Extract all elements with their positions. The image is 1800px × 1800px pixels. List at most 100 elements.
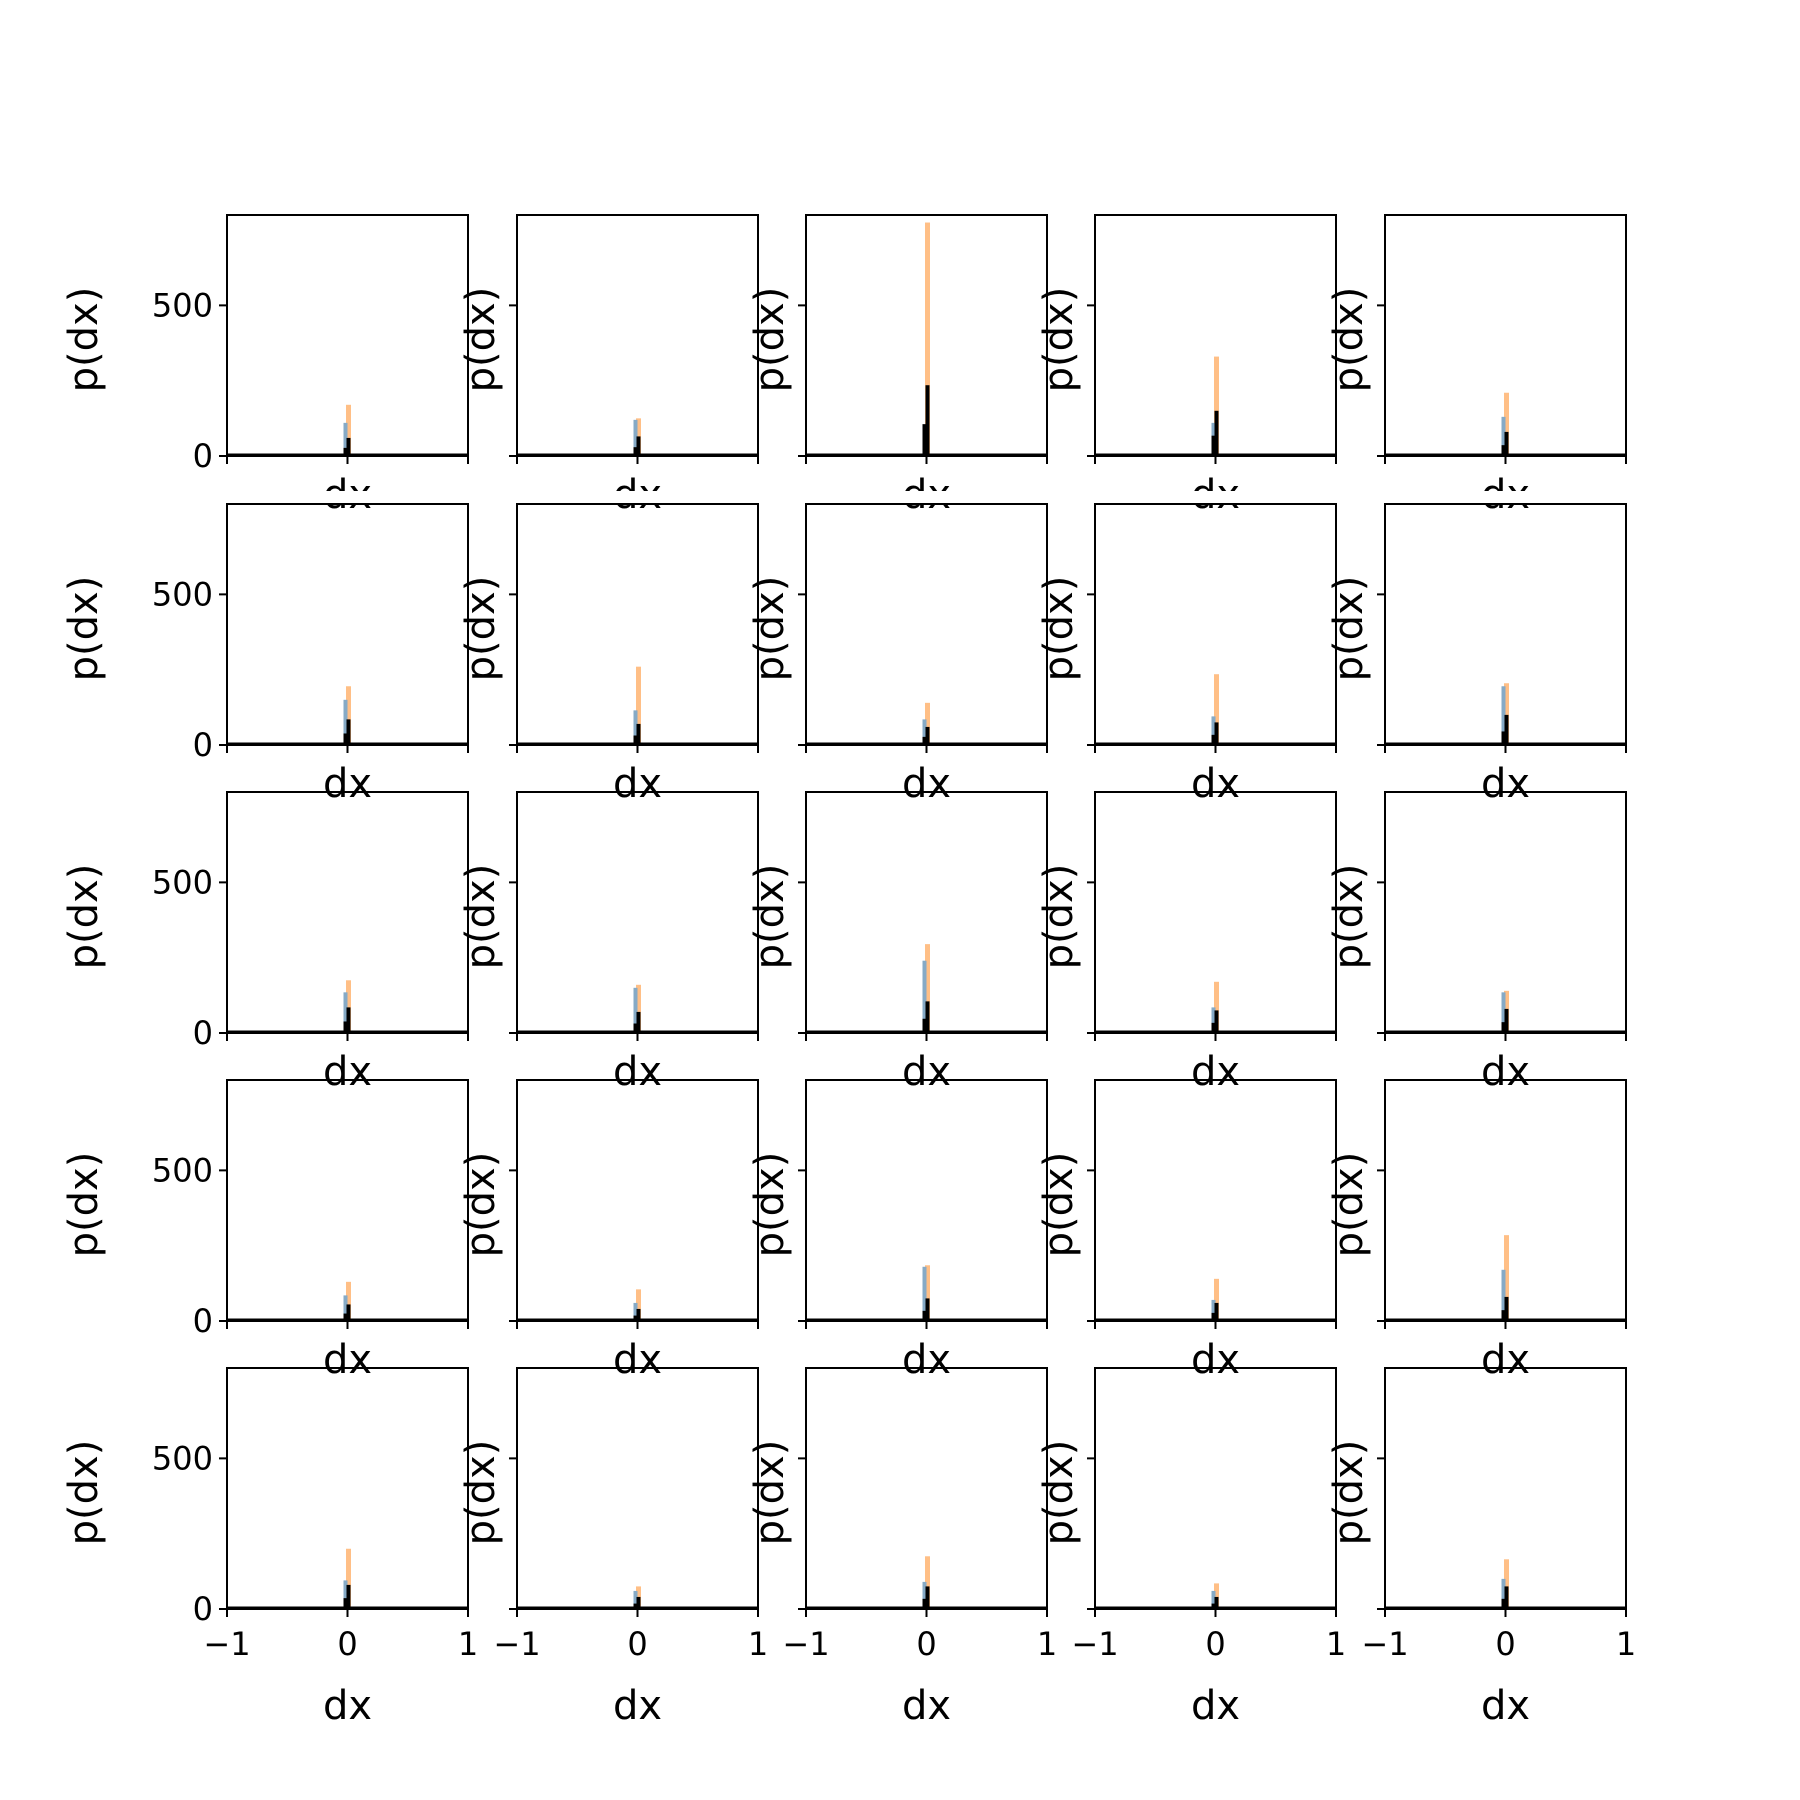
y-axis-label: p(dx) (1326, 1440, 1372, 1546)
axes-frame (516, 1079, 759, 1322)
bar-black (346, 437, 351, 456)
bar-black-small (343, 1021, 347, 1033)
y-axis-label: p(dx) (747, 1152, 793, 1258)
bar-black-small (922, 1598, 926, 1609)
y-axis-label: p(dx) (1036, 576, 1082, 682)
bar-black (636, 1596, 641, 1609)
bar-orange (346, 686, 351, 745)
bar-black-small (633, 1603, 637, 1609)
subplot-r4-c1: −1 0 1 dx p(dx) (458, 1367, 768, 1729)
bar-black-small (343, 1598, 347, 1609)
y-axis-label: p(dx) (747, 287, 793, 393)
bar-orange (1214, 356, 1219, 456)
subplot-r1-c3: dx p(dx) (1036, 503, 1337, 807)
bar-orange (1504, 392, 1509, 456)
bar-black (1504, 1586, 1509, 1609)
bar-black (925, 726, 930, 745)
subplot-r1-c1: dx p(dx) (458, 503, 759, 807)
bar-black-small (343, 447, 347, 456)
x-axis-label: dx (613, 1049, 662, 1095)
bar-black-small (633, 1023, 637, 1033)
subplot-r1-c0: 0 500 dx p(dx) (61, 503, 469, 807)
bar-blue (1501, 992, 1506, 1033)
subplot-r2-c4: dx p(dx) (1326, 791, 1627, 1095)
bar-black (1214, 410, 1219, 456)
bar-blue (343, 1295, 348, 1321)
axes-frame (516, 1367, 759, 1610)
subplot-r3-c3: dx p(dx) (1036, 1079, 1337, 1383)
x-axis-label: dx (902, 1337, 951, 1383)
y-axis-label: p(dx) (1036, 287, 1082, 393)
y-tick-label: 0 (193, 1014, 213, 1052)
bar-black-small (922, 736, 926, 745)
subplot-r2-c2: dx p(dx) (747, 791, 1048, 1095)
bar-black (346, 719, 351, 745)
axes-frame (1094, 1367, 1337, 1610)
bar-orange (1504, 683, 1509, 745)
bar-orange (1214, 1278, 1219, 1321)
bar-orange (925, 944, 930, 1033)
bar-black (636, 436, 641, 456)
bar-blue (343, 699, 348, 745)
subplot-r2-c1: dx p(dx) (458, 791, 759, 1095)
x-axis-label: dx (323, 761, 372, 807)
x-tick-label: −1 (782, 1625, 829, 1663)
y-axis-label: p(dx) (458, 287, 504, 393)
bar-black-small (633, 1315, 637, 1321)
x-axis-label: dx (613, 1337, 662, 1383)
bar-orange (636, 984, 641, 1033)
x-tick-label: 0 (916, 1625, 936, 1663)
bar-blue (1211, 1299, 1216, 1321)
subplot-r0-c4: dxp(dx) (1326, 214, 1627, 518)
subplot-r1-c4: dx p(dx) (1326, 503, 1627, 807)
bar-black (1214, 1596, 1219, 1609)
x-tick-label: −1 (203, 1625, 250, 1663)
bar-black-small (1211, 435, 1215, 456)
y-axis-label: p(dx) (61, 287, 107, 393)
bar-orange (925, 1556, 930, 1609)
bar-black-small (922, 1018, 926, 1033)
bar-black-small (343, 1313, 347, 1321)
bar-blue (922, 719, 927, 745)
x-tick-label: 1 (1616, 1625, 1636, 1663)
y-axis-label: p(dx) (61, 864, 107, 970)
bar-black (636, 723, 641, 745)
subplot-r4-c2: −1 0 1 dx p(dx) (747, 1367, 1057, 1729)
bar-blue (633, 710, 638, 745)
y-axis-label: p(dx) (61, 576, 107, 682)
y-axis-label: p(dx) (458, 1440, 504, 1546)
x-axis-label: dx (323, 1683, 372, 1729)
y-axis-label: p(dx) (1036, 1440, 1082, 1546)
y-tick-label: 0 (193, 726, 213, 764)
bar-black (1214, 1302, 1219, 1321)
x-tick-label: 1 (458, 1625, 478, 1663)
x-axis-label: dx (902, 1049, 951, 1095)
bar-blue (1211, 1007, 1216, 1033)
bar-black-small (1501, 1022, 1505, 1033)
y-axis-label: p(dx) (1036, 864, 1082, 970)
y-axis-label: p(dx) (61, 1440, 107, 1546)
y-axis-label: p(dx) (747, 864, 793, 970)
y-tick-label: 500 (152, 1151, 213, 1189)
x-axis-label: dx (1191, 1049, 1240, 1095)
subplot-r3-c1: dx p(dx) (458, 1079, 759, 1383)
bar-blue (633, 1302, 638, 1321)
label-crop-mask (0, 1068, 1800, 1079)
bar-black-small (1501, 731, 1505, 745)
bar-orange (346, 1281, 351, 1321)
x-tick-label: 0 (337, 1625, 357, 1663)
x-axis-label: dx (1481, 1337, 1530, 1383)
bar-blue (1211, 716, 1216, 745)
bar-black (925, 385, 930, 456)
y-axis-label: p(dx) (1326, 864, 1372, 970)
bar-blue (1501, 1578, 1506, 1609)
bar-black-small (1501, 1310, 1505, 1321)
subplot-r4-c3: −1 0 1 dx p(dx) (1036, 1367, 1346, 1729)
x-axis-label: dx (1481, 1049, 1530, 1095)
label-crop-mask (0, 780, 1800, 791)
x-tick-label: 1 (1037, 1625, 1057, 1663)
y-axis-label: p(dx) (458, 1152, 504, 1258)
subplot-grid: 0 500 dx p(dx) dx p(dx) dx p(dx) dx p(dx) dx p(dx) 0… (0, 214, 1800, 1729)
